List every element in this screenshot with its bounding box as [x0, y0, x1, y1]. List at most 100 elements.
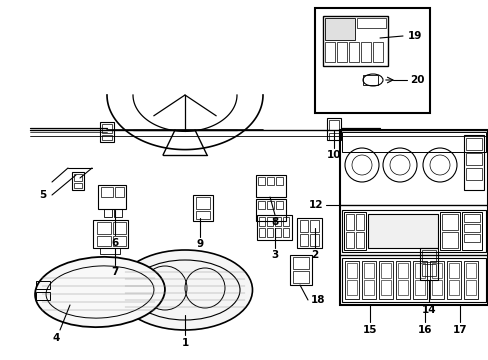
Bar [465, 138, 481, 150]
Ellipse shape [35, 257, 164, 327]
Bar [414, 263, 424, 278]
Text: 18: 18 [310, 295, 325, 305]
Bar [463, 234, 479, 242]
Bar [257, 215, 291, 240]
Bar [439, 212, 459, 250]
Bar [325, 18, 354, 40]
Bar [258, 201, 264, 209]
Text: 8: 8 [271, 217, 278, 227]
Bar [465, 153, 481, 165]
Bar [431, 263, 441, 278]
Bar [296, 218, 321, 248]
Bar [463, 135, 483, 190]
Bar [36, 281, 50, 289]
Bar [93, 220, 128, 248]
Text: 3: 3 [271, 250, 278, 260]
Bar [341, 210, 485, 252]
Ellipse shape [362, 74, 382, 86]
Bar [346, 214, 353, 230]
Bar [356, 18, 385, 28]
Bar [378, 261, 392, 299]
Bar [325, 42, 334, 62]
Bar [193, 195, 213, 221]
Bar [266, 228, 272, 237]
Bar [256, 199, 285, 221]
Bar [429, 261, 443, 299]
Bar [283, 217, 288, 226]
Bar [346, 263, 356, 278]
Bar [380, 263, 390, 278]
Bar [380, 280, 390, 295]
Text: 7: 7 [111, 267, 119, 277]
Text: 10: 10 [326, 150, 341, 160]
Bar [100, 248, 120, 254]
Text: 4: 4 [52, 333, 60, 343]
Bar [363, 280, 373, 295]
Bar [314, 8, 429, 113]
Bar [465, 168, 481, 180]
Bar [102, 135, 112, 140]
Bar [341, 132, 485, 152]
Text: 14: 14 [421, 305, 435, 315]
Ellipse shape [117, 250, 252, 330]
Bar [97, 222, 111, 234]
Bar [266, 201, 273, 209]
Bar [72, 172, 84, 190]
Bar [326, 118, 340, 140]
Bar [283, 228, 288, 237]
Bar [363, 263, 373, 278]
Bar [421, 264, 435, 276]
Bar [100, 122, 114, 142]
Bar [448, 280, 458, 295]
Bar [395, 261, 409, 299]
Text: 16: 16 [417, 325, 431, 335]
Bar [292, 271, 308, 283]
Bar [419, 248, 437, 280]
Bar [289, 255, 311, 285]
Bar [274, 217, 281, 226]
Bar [339, 130, 487, 305]
Bar [275, 177, 283, 185]
Text: 17: 17 [452, 325, 467, 335]
Bar [414, 280, 424, 295]
Bar [328, 120, 338, 130]
Bar [372, 42, 382, 62]
Bar [299, 234, 307, 246]
Bar [346, 232, 353, 248]
Bar [259, 217, 264, 226]
Bar [256, 175, 285, 197]
Bar [461, 212, 481, 250]
Bar [101, 187, 113, 197]
Bar [309, 234, 318, 246]
Bar [446, 261, 460, 299]
Bar [463, 224, 479, 232]
Bar [36, 292, 50, 300]
Text: 2: 2 [311, 250, 318, 260]
Bar [266, 217, 272, 226]
Bar [292, 257, 308, 269]
Bar [355, 214, 363, 230]
Text: 12: 12 [308, 200, 323, 210]
Bar [346, 280, 356, 295]
Bar [362, 75, 377, 85]
Bar [328, 133, 338, 140]
Bar [104, 209, 112, 217]
Bar [336, 42, 346, 62]
Bar [74, 183, 82, 188]
Bar [397, 263, 407, 278]
Bar [367, 214, 437, 248]
Bar [343, 212, 365, 250]
Text: 19: 19 [407, 31, 421, 41]
Bar [345, 261, 358, 299]
Bar [441, 214, 457, 230]
Text: 15: 15 [362, 325, 376, 335]
Bar [196, 197, 209, 209]
Bar [115, 187, 124, 197]
Text: 6: 6 [111, 238, 119, 248]
Bar [341, 258, 485, 302]
Text: 5: 5 [40, 190, 46, 200]
Bar [74, 174, 82, 181]
Bar [448, 263, 458, 278]
Bar [114, 209, 122, 217]
Bar [465, 263, 475, 278]
